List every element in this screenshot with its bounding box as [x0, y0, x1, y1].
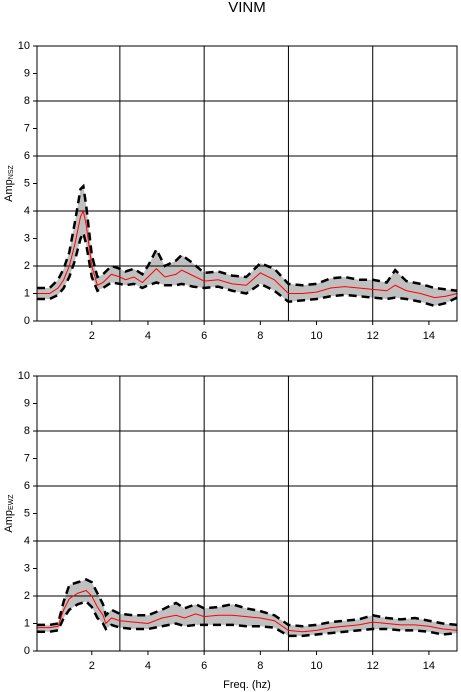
y-tick-label: 5 — [24, 177, 30, 189]
y-tick-label: 9 — [24, 397, 30, 409]
x-tick-label: 6 — [201, 330, 207, 342]
y-tick-label: 1 — [24, 287, 30, 299]
y-tick-label: 4 — [24, 205, 30, 217]
band — [37, 186, 457, 306]
x-tick-label: 10 — [310, 330, 322, 342]
x-tick-label: 8 — [257, 660, 263, 672]
y-tick-label: 2 — [24, 260, 30, 272]
x-tick-label: 6 — [201, 660, 207, 672]
y-tick-label: 3 — [24, 562, 30, 574]
y-tick-label: 6 — [24, 150, 30, 162]
x-tick-label: 12 — [367, 660, 379, 672]
bound-line — [37, 600, 458, 638]
y-tick-label: 7 — [24, 452, 30, 464]
bound-line — [37, 183, 458, 292]
y-axis-label: AmpEWZ — [3, 494, 15, 533]
x-tick-label: 8 — [257, 330, 263, 342]
y-axis-label: AmpNSZ — [3, 164, 15, 201]
y-tick-label: 10 — [18, 40, 30, 52]
x-tick-label: 4 — [145, 330, 151, 342]
x-tick-label: 10 — [310, 660, 322, 672]
y-axis-label-main: Amp — [3, 510, 15, 533]
x-tick-label: 2 — [89, 330, 95, 342]
y-tick-label: 3 — [24, 232, 30, 244]
y-tick-label: 4 — [24, 535, 30, 547]
x-tick-label: 14 — [423, 330, 435, 342]
y-tick-label: 0 — [24, 645, 30, 657]
mean-line — [37, 209, 458, 299]
bound-line — [37, 578, 458, 628]
y-axis-label-sub: NSZ — [8, 164, 15, 179]
y-tick-label: 9 — [24, 67, 30, 79]
y-tick-label: 1 — [24, 617, 30, 629]
band — [37, 579, 457, 636]
x-tick-label: 4 — [145, 660, 151, 672]
bound-line — [37, 229, 458, 308]
x-tick-label: 2 — [89, 660, 95, 672]
y-tick-label: 2 — [24, 590, 30, 602]
y-tick-label: 7 — [24, 122, 30, 134]
y-tick-label: 5 — [24, 507, 30, 519]
y-tick-label: 0 — [24, 315, 30, 327]
mean-line — [37, 589, 458, 633]
y-axis-label-sub: EWZ — [8, 494, 15, 510]
x-axis-label: Freq. (hz) — [223, 679, 271, 691]
y-tick-label: 8 — [24, 425, 30, 437]
y-axis-label-main: Amp — [3, 179, 15, 202]
y-tick-label: 6 — [24, 480, 30, 492]
x-tick-label: 14 — [423, 660, 435, 672]
chart-title: VINM — [228, 0, 266, 16]
x-tick-label: 12 — [367, 330, 379, 342]
y-tick-label: 8 — [24, 95, 30, 107]
y-tick-label: 10 — [18, 370, 30, 382]
